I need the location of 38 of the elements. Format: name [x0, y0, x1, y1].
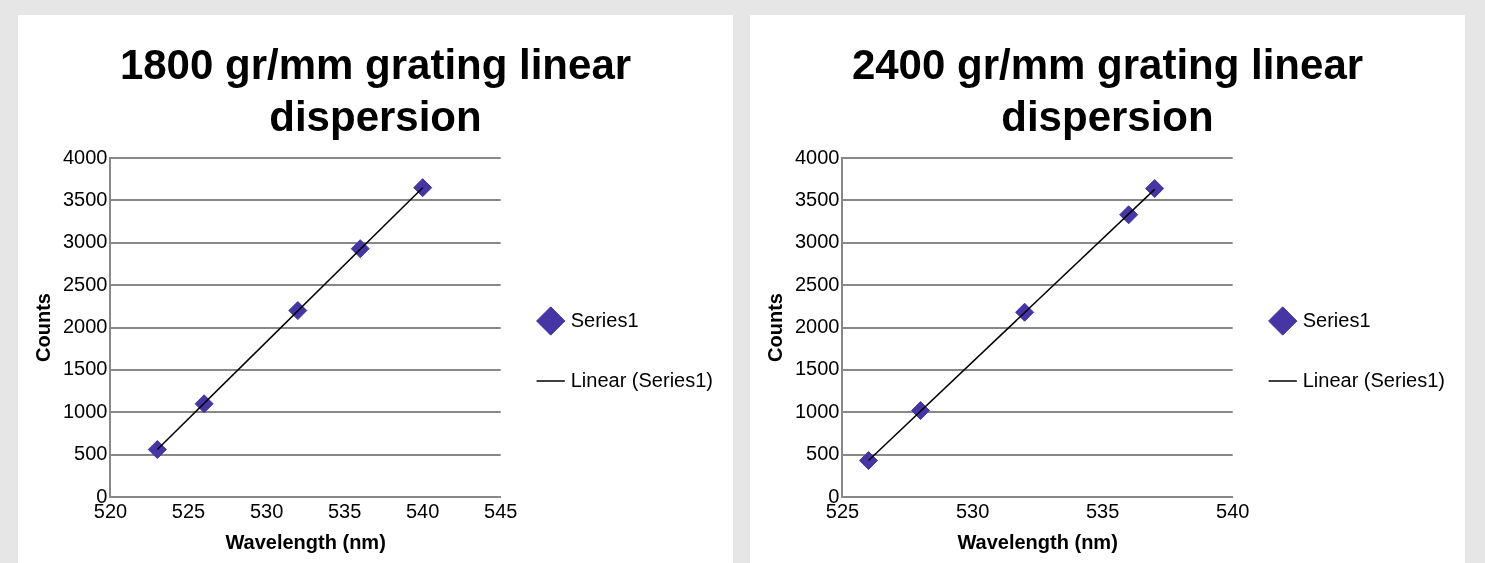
legend-label: Series1: [570, 308, 639, 331]
chart-title: 1800 gr/mm grating linear dispersion: [118, 40, 633, 142]
y-tick-label: 3000: [794, 230, 840, 253]
y-tick-label: 1500: [62, 357, 108, 380]
y-tick-label: 3000: [62, 230, 108, 253]
y-tick-label: 2000: [62, 315, 108, 338]
x-tick-label: 530: [955, 499, 990, 522]
y-tick-label: 4000: [794, 145, 840, 168]
y-tick-label: 500: [74, 442, 108, 465]
x-axis-title: Wavelength (nm): [225, 530, 386, 553]
y-axis-title: Counts: [763, 293, 786, 362]
x-tick-label: 530: [249, 499, 284, 522]
x-tick-label: 540: [405, 499, 440, 522]
y-tick-label: 1000: [62, 399, 108, 422]
legend-label: Series1: [1302, 308, 1371, 331]
x-tick-label: 535: [327, 499, 362, 522]
y-axis-title: Counts: [31, 293, 54, 362]
legend-label: Linear (Series1): [1302, 368, 1446, 391]
x-tick-label: 525: [171, 499, 206, 522]
legend-label: Linear (Series1): [570, 368, 714, 391]
x-tick-label: 540: [1216, 499, 1250, 522]
y-tick-label: 500: [806, 442, 840, 465]
point: [859, 451, 879, 471]
y-tick-label: 3500: [794, 187, 840, 210]
chart-title: 2400 gr/mm grating linear dispersion: [850, 40, 1365, 142]
point: [413, 178, 433, 198]
y-tick-label: 2500: [794, 272, 840, 295]
y-tick-label: 4000: [62, 145, 108, 168]
y-tick-label: 1000: [794, 399, 840, 422]
y-tick-label: 2500: [62, 272, 108, 295]
x-tick-label: 535: [1085, 499, 1120, 522]
y-tick-label: 1500: [794, 357, 840, 380]
x-axis-title: Wavelength (nm): [957, 530, 1118, 553]
y-tick-label: 3500: [62, 187, 108, 210]
y-tick-label: 2000: [794, 315, 840, 338]
x-tick-label: 545: [484, 499, 518, 522]
point: [1145, 179, 1165, 199]
point: [147, 440, 167, 460]
